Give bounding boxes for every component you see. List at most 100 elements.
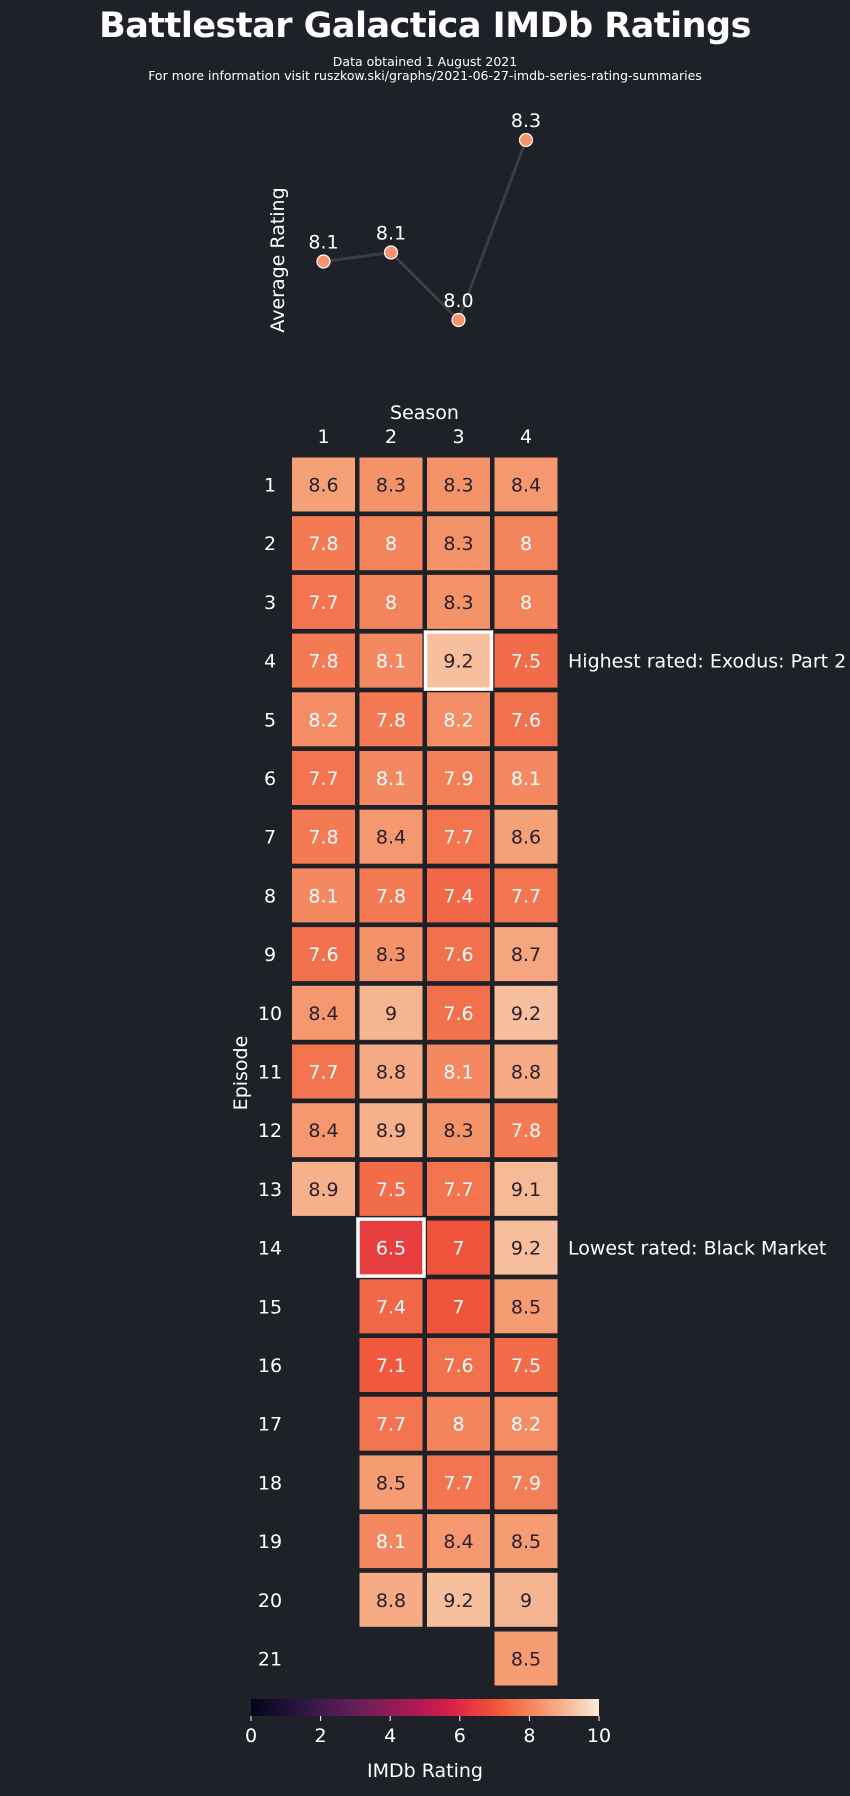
cell-s2-e4 [359, 633, 423, 688]
cell-s3-e13 [427, 1161, 490, 1216]
cell-s3-e9 [427, 927, 490, 982]
cell-s2-e7 [359, 809, 423, 864]
cell-s4-e13 [494, 1161, 558, 1216]
cell-s4-e12 [494, 1103, 558, 1158]
cell-label-s4-e13: 9.1 [511, 1179, 541, 1201]
colorbar-tick-8: 8 [523, 1725, 535, 1747]
cell-label-s2-e3: 8 [385, 592, 397, 614]
cell-label-s3-e5: 8.2 [443, 709, 473, 731]
cell-label-s3-e12: 8.3 [443, 1120, 473, 1142]
cell-s2-e5 [359, 692, 423, 747]
cell-s1-e7 [292, 809, 355, 864]
cell-s4-e9 [494, 927, 558, 982]
subtitle-line-source: For more information visit ruszkow.ski/g… [148, 68, 702, 83]
cell-s3-e3 [427, 574, 490, 629]
cell-s1-e12 [292, 1103, 355, 1158]
cell-s1-e2 [292, 516, 355, 571]
cell-s4-e18 [494, 1455, 558, 1510]
cell-s2-e19 [359, 1514, 423, 1569]
cell-s3-e8 [427, 868, 490, 923]
colorbar-tick-6: 6 [454, 1725, 466, 1747]
cell-label-s1-e3: 7.7 [308, 592, 338, 614]
cell-label-s4-e6: 8.1 [511, 768, 541, 790]
cell-label-s4-e11: 8.8 [511, 1062, 541, 1084]
highlight-label-1: Lowest rated: Black Market [568, 1238, 826, 1260]
cell-label-s3-e7: 7.7 [443, 827, 473, 849]
cell-label-s4-e3: 8 [520, 592, 532, 614]
season-tick-1: 1 [317, 426, 329, 448]
cell-s2-e6 [359, 751, 423, 805]
cell-s3-e16 [427, 1338, 490, 1392]
episode-tick-1: 1 [264, 475, 276, 497]
average-rating-line-chart: Average Rating 8.1 8.1 8.0 8.3 [267, 110, 541, 333]
cell-label-s1-e1: 8.6 [308, 475, 338, 497]
cell-s2-e2 [359, 516, 423, 571]
cell-label-s2-e2: 8 [385, 533, 397, 555]
episode-tick-17: 17 [258, 1414, 282, 1436]
highlight-annotations: Highest rated: Exodus: Part 2 Lowest rate… [356, 630, 846, 1278]
cell-label-s2-e16: 7.1 [376, 1355, 406, 1377]
cell-s4-e11 [494, 1044, 558, 1099]
cell-s2-e14 [359, 1220, 423, 1275]
colorbar-tick-2: 2 [315, 1725, 327, 1747]
average-label-season-2: 8.1 [376, 223, 406, 245]
cell-label-s3-e2: 8.3 [443, 533, 473, 555]
cell-label-s1-e12: 8.4 [308, 1120, 338, 1142]
cell-label-s4-e12: 7.8 [511, 1120, 541, 1142]
cell-label-s2-e11: 8.8 [376, 1062, 406, 1084]
cell-label-s4-e18: 7.9 [511, 1472, 541, 1494]
cell-label-s3-e19: 8.4 [443, 1531, 473, 1553]
cell-label-s2-e10: 9 [385, 1003, 397, 1025]
cell-label-s2-e5: 7.8 [376, 709, 406, 731]
cell-label-s3-e6: 7.9 [443, 768, 473, 790]
highlight-box-1 [356, 1217, 426, 1278]
highlight-label-0: Highest rated: Exodus: Part 2 [568, 651, 846, 673]
cell-s4-e21 [494, 1631, 558, 1686]
cell-s3-e17 [427, 1396, 490, 1451]
cell-s2-e18 [359, 1455, 423, 1510]
subtitle-line-date: Data obtained 1 August 2021 [332, 54, 518, 69]
cell-label-s4-e2: 8 [520, 533, 532, 555]
episode-tick-4: 4 [264, 651, 276, 673]
chart-subtitle: Data obtained 1 August 2021 For more inf… [0, 55, 850, 83]
chart-title: Battlestar Galactica IMDb Ratings [99, 6, 751, 46]
cell-label-s3-e16: 7.6 [443, 1355, 473, 1377]
cell-s2-e20 [359, 1572, 423, 1627]
colorbar-tick-10: 10 [587, 1725, 611, 1747]
cell-label-s4-e1: 8.4 [511, 475, 541, 497]
cell-label-s3-e18: 7.7 [443, 1472, 473, 1494]
average-point-season-1 [316, 254, 331, 269]
cell-s1-e4 [292, 633, 355, 688]
colorbar: 0 2 4 6 8 10 IMDb Rating [245, 1699, 611, 1782]
cell-s3-e19 [427, 1514, 490, 1569]
cell-s4-e8 [494, 868, 558, 923]
cell-label-s1-e2: 7.8 [308, 533, 338, 555]
episode-tick-3: 3 [264, 592, 276, 614]
episode-tick-15: 15 [258, 1296, 282, 1318]
cell-s2-e16 [359, 1338, 423, 1392]
average-label-season-1: 8.1 [308, 232, 338, 254]
cell-s3-e7 [427, 809, 490, 864]
cell-label-s4-e20: 9 [520, 1590, 532, 1612]
cell-label-s4-e8: 7.7 [511, 885, 541, 907]
season-tick-4: 4 [520, 426, 532, 448]
average-point-season-4 [518, 132, 534, 148]
colorbar-tick-4: 4 [384, 1725, 396, 1747]
cell-label-s1-e8: 8.1 [308, 885, 338, 907]
cell-s1-e8 [292, 868, 355, 923]
cell-label-s4-e21: 8.5 [511, 1649, 541, 1671]
episode-tick-10: 10 [258, 1003, 282, 1025]
season-tick-2: 2 [385, 426, 397, 448]
cell-s1-e5 [292, 692, 355, 747]
cell-s4-e3 [494, 574, 558, 629]
cell-label-s2-e13: 7.5 [376, 1179, 406, 1201]
episode-tick-7: 7 [264, 827, 276, 849]
cell-s3-e12 [427, 1103, 490, 1158]
cell-s1-e13 [292, 1161, 355, 1216]
cell-label-s3-e13: 7.7 [443, 1179, 473, 1201]
cell-s2-e13 [359, 1161, 423, 1216]
cell-s3-e10 [427, 985, 490, 1040]
cell-s1-e11 [292, 1044, 355, 1099]
cell-s3-e15 [427, 1279, 490, 1334]
cell-s3-e14 [427, 1220, 490, 1275]
